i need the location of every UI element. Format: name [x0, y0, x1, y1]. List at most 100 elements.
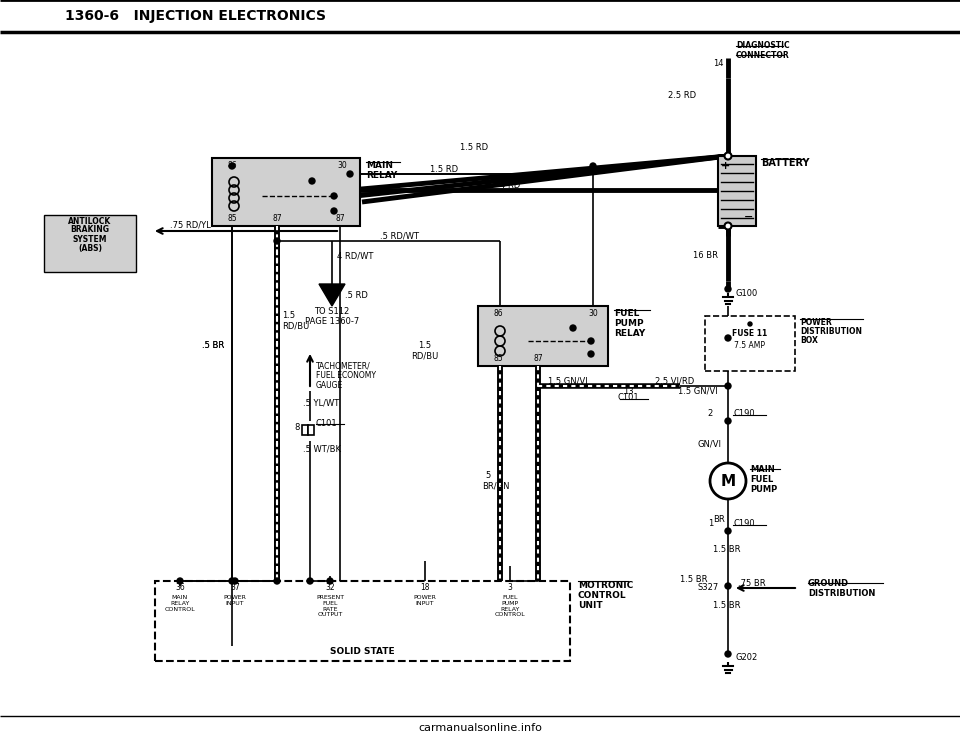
Text: M: M [720, 474, 735, 489]
Text: POWER
INPUT: POWER INPUT [414, 595, 437, 606]
Text: .75 BR: .75 BR [738, 578, 766, 588]
Circle shape [229, 578, 235, 584]
Text: MOTRONIC: MOTRONIC [578, 581, 634, 590]
Circle shape [725, 335, 731, 341]
Text: 32: 32 [325, 583, 335, 592]
Text: 14: 14 [713, 60, 724, 69]
Text: GROUND: GROUND [808, 578, 850, 588]
Text: DISTRIBUTION: DISTRIBUTION [808, 589, 876, 598]
Text: PUMP: PUMP [750, 484, 778, 494]
Text: 37: 37 [230, 583, 240, 592]
Bar [718, 156, 756, 226]
Text: POWER: POWER [800, 318, 831, 327]
Text: +: + [721, 161, 731, 171]
Text: E: E [328, 290, 335, 300]
Text: BR/GN: BR/GN [482, 481, 510, 491]
Text: G202: G202 [736, 653, 758, 662]
Text: −: − [744, 212, 754, 222]
Text: RELAY: RELAY [614, 329, 645, 338]
Bar [302, 425, 308, 435]
Circle shape [309, 178, 315, 184]
Circle shape [710, 463, 746, 499]
Circle shape [331, 193, 337, 199]
Text: BATTERY: BATTERY [761, 158, 809, 168]
Text: 87: 87 [273, 214, 282, 223]
Text: DIAGNOSTIC: DIAGNOSTIC [736, 42, 790, 51]
Circle shape [327, 578, 333, 584]
Text: GN/VI: GN/VI [698, 439, 722, 448]
Text: C190: C190 [733, 410, 755, 419]
Text: C114: C114 [733, 328, 755, 337]
Text: PRESENT
FUEL
RATE
OUTPUT: PRESENT FUEL RATE OUTPUT [316, 595, 344, 618]
Circle shape [748, 322, 752, 326]
Circle shape [590, 163, 596, 169]
Circle shape [725, 418, 731, 424]
Text: 18: 18 [420, 583, 430, 592]
Text: .5 RD: .5 RD [250, 165, 273, 174]
Text: 4 RD: 4 RD [500, 181, 520, 189]
Text: 2.5 RD: 2.5 RD [668, 92, 696, 101]
Text: 1360-6   INJECTION ELECTRONICS: 1360-6 INJECTION ELECTRONICS [65, 9, 326, 23]
Text: .5 RD: .5 RD [345, 292, 368, 301]
Text: 30: 30 [337, 161, 347, 170]
Circle shape [725, 583, 731, 589]
Text: RELAY: RELAY [366, 171, 397, 180]
Text: S327: S327 [698, 583, 719, 592]
Text: .5 YL/WT: .5 YL/WT [303, 398, 339, 407]
Text: RD/BU: RD/BU [282, 322, 309, 330]
Text: C101: C101 [617, 393, 638, 403]
Text: .5 BR: .5 BR [202, 342, 225, 351]
Text: carmanualsonline.info: carmanualsonline.info [418, 723, 542, 733]
Text: 85: 85 [493, 354, 503, 363]
Text: 13: 13 [623, 386, 634, 395]
Bar [212, 158, 360, 226]
Text: C190: C190 [733, 519, 755, 528]
Text: 1.5: 1.5 [282, 312, 295, 321]
Text: UNIT: UNIT [578, 601, 603, 610]
Circle shape [588, 338, 594, 344]
Text: FUEL: FUEL [614, 309, 639, 318]
Text: MAIN
RELAY
CONTROL: MAIN RELAY CONTROL [164, 595, 196, 612]
Text: TO S112: TO S112 [314, 307, 349, 316]
Circle shape [229, 163, 235, 169]
Text: G100: G100 [736, 289, 758, 298]
Text: RD/BU: RD/BU [412, 351, 439, 360]
Text: TACHOMETER/: TACHOMETER/ [316, 362, 371, 371]
Circle shape [570, 325, 576, 331]
Bar [155, 581, 570, 661]
Text: .5 WT/BK: .5 WT/BK [303, 445, 341, 454]
Text: 2: 2 [708, 328, 713, 337]
Text: 87: 87 [533, 354, 542, 363]
Text: 1: 1 [708, 519, 713, 528]
Polygon shape [319, 284, 345, 306]
Text: DISTRIBUTION: DISTRIBUTION [800, 327, 862, 336]
Text: 1.5 RD: 1.5 RD [460, 143, 488, 152]
Text: 3: 3 [508, 583, 513, 592]
Text: 7.5 AMP: 7.5 AMP [734, 340, 765, 349]
Text: 8: 8 [295, 424, 300, 433]
Text: .75 RD/YL: .75 RD/YL [170, 221, 211, 230]
Text: BRAKING: BRAKING [70, 225, 109, 234]
Text: 16 BR: 16 BR [693, 251, 718, 260]
Circle shape [725, 222, 732, 230]
Text: 36: 36 [175, 583, 185, 592]
Circle shape [232, 578, 238, 584]
Text: 1.5: 1.5 [419, 342, 432, 351]
Text: FUEL ECONOMY: FUEL ECONOMY [316, 372, 376, 380]
Circle shape [725, 383, 731, 389]
Circle shape [725, 152, 732, 160]
Text: FUSE 11: FUSE 11 [732, 330, 768, 339]
Text: SOLID STATE: SOLID STATE [330, 647, 395, 656]
Bar [308, 425, 314, 435]
Text: 1.5 BR: 1.5 BR [681, 574, 708, 583]
Text: (ABS): (ABS) [78, 243, 102, 252]
Circle shape [331, 208, 337, 214]
Circle shape [725, 286, 731, 292]
Text: .5 BR: .5 BR [202, 342, 225, 351]
Bar [705, 316, 795, 371]
Text: 87: 87 [335, 214, 345, 223]
Text: BR: BR [713, 515, 725, 524]
Circle shape [274, 238, 280, 244]
Text: CONTROL: CONTROL [578, 591, 627, 600]
Text: 1.5 RD: 1.5 RD [430, 165, 458, 174]
